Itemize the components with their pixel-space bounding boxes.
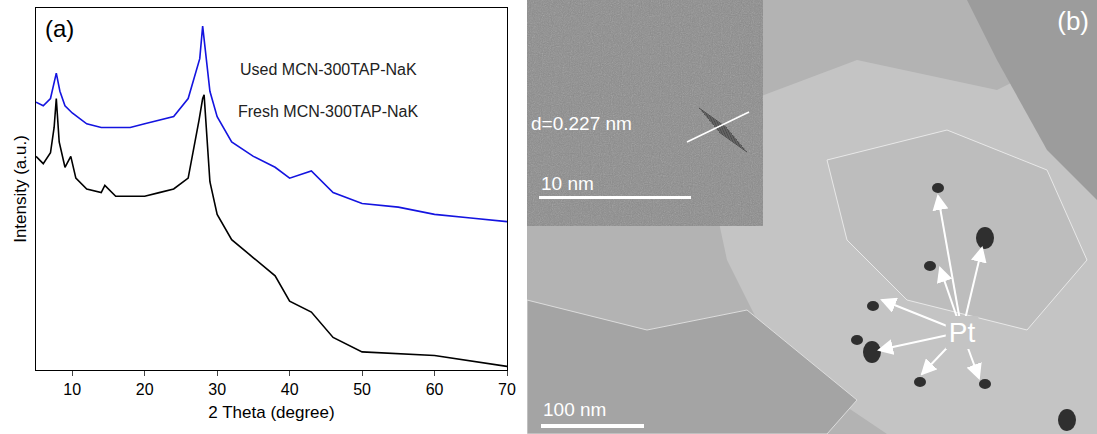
svg-text:70: 70	[498, 381, 516, 398]
svg-text:20: 20	[136, 381, 154, 398]
svg-text:100 nm: 100 nm	[543, 399, 606, 420]
svg-text:2 Theta (degree): 2 Theta (degree)	[208, 403, 334, 422]
svg-text:30: 30	[208, 381, 226, 398]
svg-text:Fresh MCN-300TAP-NaK: Fresh MCN-300TAP-NaK	[238, 103, 419, 120]
svg-text:d=0.227 nm: d=0.227 nm	[531, 113, 632, 134]
svg-text:10 nm: 10 nm	[541, 173, 594, 194]
svg-text:(a): (a)	[45, 15, 74, 42]
svg-text:50: 50	[353, 381, 371, 398]
svg-text:60: 60	[426, 381, 444, 398]
svg-text:40: 40	[281, 381, 299, 398]
svg-text:Pt: Pt	[949, 317, 976, 348]
svg-text:(b): (b)	[1057, 6, 1089, 36]
svg-text:10: 10	[63, 381, 81, 398]
svg-text:Intensity (a.u.): Intensity (a.u.)	[11, 135, 30, 243]
svg-text:Used MCN-300TAP-NaK: Used MCN-300TAP-NaK	[240, 61, 417, 78]
